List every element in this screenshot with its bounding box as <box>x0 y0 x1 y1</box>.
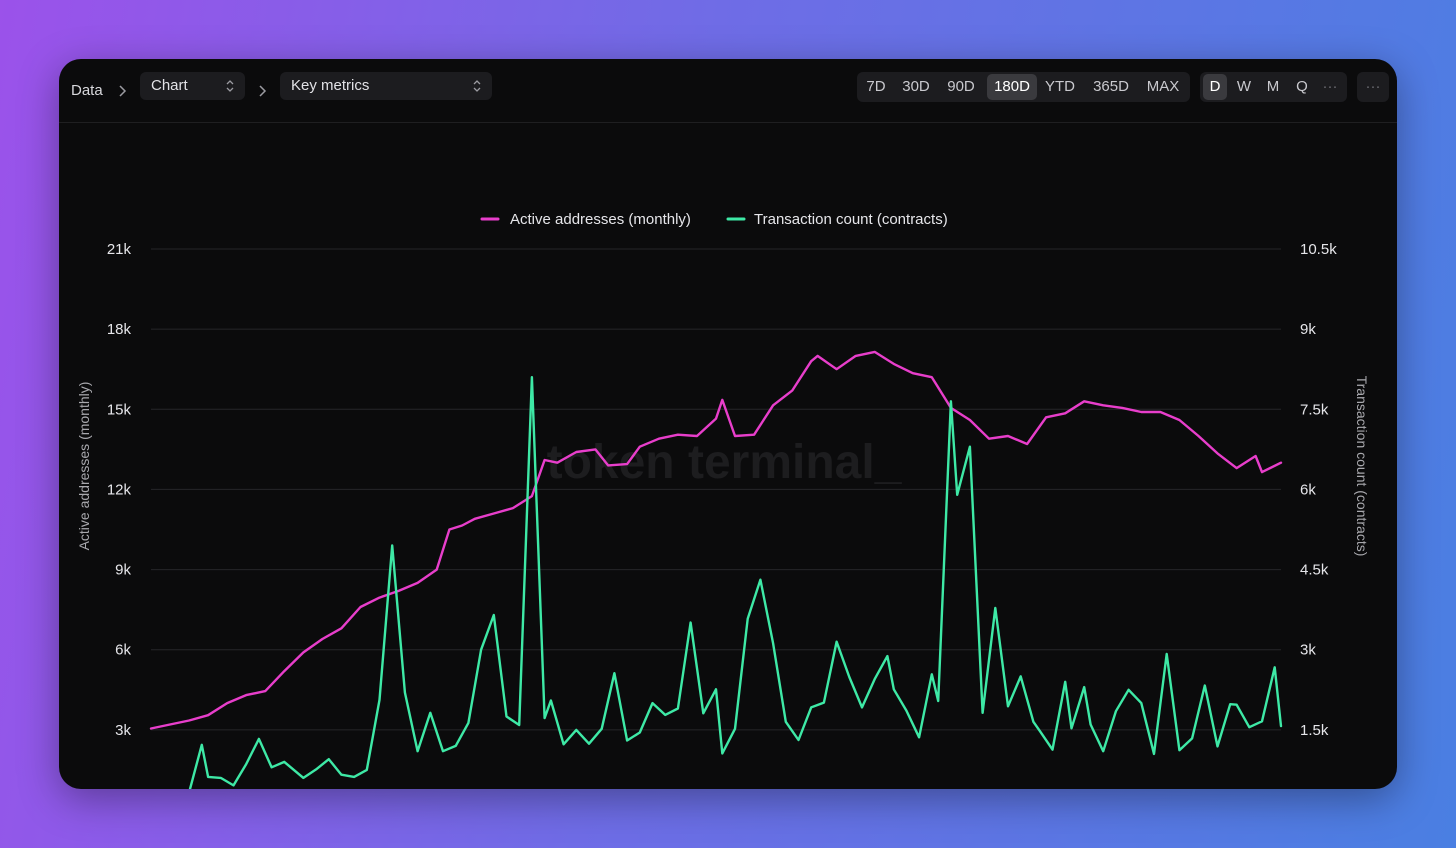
right-tick-label: 10.5k <box>1300 241 1337 258</box>
toolbar: Data Chart Key metrics 7D 30D 90D 180D Y… <box>59 59 1397 123</box>
breadcrumb-data[interactable]: Data <box>71 82 103 99</box>
chevron-updown-icon <box>226 80 234 92</box>
granularity-more[interactable]: ··· <box>1322 78 1338 95</box>
left-tick-label: 6k <box>115 642 131 659</box>
chart-select[interactable]: Chart <box>140 72 245 100</box>
left-tick-label: 3k <box>115 722 131 739</box>
legend-label-transaction-count[interactable]: Transaction count (contracts) <box>754 211 948 228</box>
range-option-365d[interactable]: 365D <box>1093 78 1129 95</box>
more-options-label: ··· <box>1365 78 1381 95</box>
range-option-max[interactable]: MAX <box>1146 78 1180 95</box>
right-tick-label: 9k <box>1300 321 1316 338</box>
legend: Active addresses (monthly) Transaction c… <box>480 211 948 228</box>
left-tick-label: 18k <box>107 321 132 338</box>
series-line-active-addresses <box>149 350 1283 730</box>
range-option-90d[interactable]: 90D <box>947 78 975 95</box>
right-tick-label: 1.5k <box>1300 722 1329 739</box>
chart-area: token terminal_ 03k6k9k12k15k18k21k 01.5… <box>59 123 1397 789</box>
granularity-option-q[interactable]: Q <box>1296 78 1308 95</box>
chart-select-value: Chart <box>151 77 188 94</box>
metric-select[interactable]: Key metrics <box>280 72 492 100</box>
left-tick-label: 21k <box>107 241 132 258</box>
metric-select-value: Key metrics <box>291 77 370 94</box>
right-tick-label: 7.5k <box>1300 401 1329 418</box>
legend-label-active-addresses[interactable]: Active addresses (monthly) <box>510 211 691 228</box>
left-axis: 03k6k9k12k15k18k21k <box>107 241 132 739</box>
time-range-selector: 7D 30D 90D 180D YTD 365D MAX <box>857 72 1190 102</box>
granularity-option-w[interactable]: W <box>1236 78 1252 95</box>
granularity-option-d[interactable]: D <box>1203 74 1227 100</box>
chevron-right-icon <box>259 85 267 97</box>
left-tick-label: 12k <box>107 481 132 498</box>
range-option-ytd[interactable]: YTD <box>1045 78 1075 95</box>
right-tick-label: 4.5k <box>1300 562 1329 579</box>
granularity-option-m[interactable]: M <box>1266 78 1280 95</box>
chevron-updown-icon <box>473 80 481 92</box>
granularity-selector: D W M Q ··· <box>1200 72 1347 102</box>
more-options-button[interactable]: ··· <box>1357 72 1389 102</box>
range-option-180d[interactable]: 180D <box>987 74 1037 100</box>
line-chart: token terminal_ 03k6k9k12k15k18k21k 01.5… <box>76 211 1370 789</box>
chevron-right-icon <box>119 85 127 97</box>
grid <box>151 248 1281 731</box>
left-tick-label: 15k <box>107 401 132 418</box>
range-option-7d[interactable]: 7D <box>866 78 886 95</box>
right-tick-label: 6k <box>1300 481 1316 498</box>
left-axis-title: Active addresses (monthly) <box>76 382 92 551</box>
right-tick-label: 3k <box>1300 642 1316 659</box>
right-axis-title: Transaction count (contracts) <box>1354 376 1370 557</box>
series-lines <box>149 350 1283 789</box>
app-window: Data Chart Key metrics 7D 30D 90D 180D Y… <box>59 59 1397 789</box>
left-tick-label: 9k <box>115 562 131 579</box>
series-line-transaction-count <box>188 376 1283 789</box>
watermark: token terminal_ <box>547 436 903 489</box>
range-option-30d[interactable]: 30D <box>902 78 930 95</box>
